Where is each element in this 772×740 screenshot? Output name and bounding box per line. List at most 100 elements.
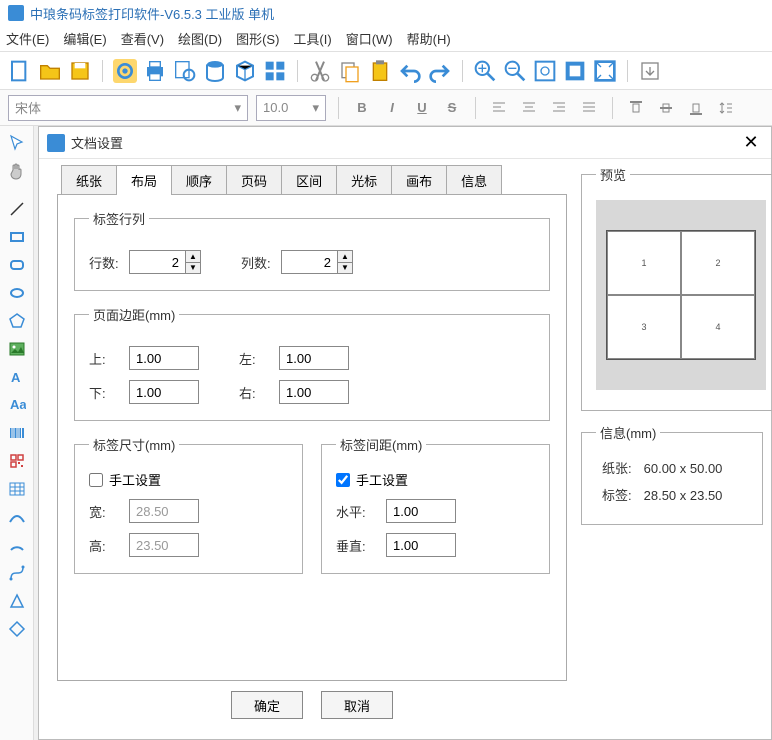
redo-icon[interactable] (428, 59, 452, 83)
valign-mid-icon[interactable] (655, 97, 677, 119)
tab-page[interactable]: 页码 (226, 165, 282, 195)
copy-icon[interactable] (338, 59, 362, 83)
table-tool-icon[interactable] (4, 476, 30, 502)
menu-draw[interactable]: 绘图(D) (178, 29, 222, 48)
gap-manual-checkbox[interactable] (336, 473, 350, 487)
diamond-tool-icon[interactable] (4, 616, 30, 642)
tab-cursor[interactable]: 光标 (336, 165, 392, 195)
bezier-tool-icon[interactable] (4, 560, 30, 586)
cut-icon[interactable] (308, 59, 332, 83)
menu-tool[interactable]: 工具(I) (293, 29, 331, 48)
menu-edit[interactable]: 编辑(E) (63, 29, 106, 48)
menu-file[interactable]: 文件(E) (6, 29, 49, 48)
print-preview-icon[interactable] (173, 59, 197, 83)
height-input[interactable]: 23.50 (129, 533, 199, 557)
spin-up-icon[interactable]: ▲ (337, 250, 353, 262)
line-height-icon[interactable] (715, 97, 737, 119)
polygon-tool-icon[interactable] (4, 308, 30, 334)
doc-settings-icon[interactable] (113, 59, 137, 83)
main-toolbar (0, 52, 772, 90)
align-center-icon[interactable] (518, 97, 540, 119)
svg-text:Aa: Aa (10, 397, 26, 412)
close-icon[interactable]: ✕ (739, 131, 763, 155)
text-tool-icon[interactable]: A (4, 364, 30, 390)
tab-paper[interactable]: 纸张 (61, 165, 117, 195)
right-input[interactable]: 1.00 (279, 380, 349, 404)
new-doc-icon[interactable] (8, 59, 32, 83)
zoom-out-icon[interactable] (503, 59, 527, 83)
valign-bot-icon[interactable] (685, 97, 707, 119)
label-grid-legend: 标签行列 (89, 209, 149, 228)
cols-input[interactable] (281, 250, 337, 274)
width-input[interactable]: 28.50 (129, 499, 199, 523)
print-icon[interactable] (143, 59, 167, 83)
underline-icon[interactable]: U (411, 97, 433, 119)
hand-tool-icon[interactable] (4, 158, 30, 184)
zoom-fit-icon[interactable] (533, 59, 557, 83)
top-input[interactable]: 1.00 (129, 346, 199, 370)
bottom-input[interactable]: 1.00 (129, 380, 199, 404)
menu-window[interactable]: 窗口(W) (346, 29, 393, 48)
spin-down-icon[interactable]: ▼ (337, 262, 353, 275)
open-icon[interactable] (38, 59, 62, 83)
pointer-tool-icon[interactable] (4, 130, 30, 156)
menu-view[interactable]: 查看(V) (121, 29, 164, 48)
grid-icon[interactable] (263, 59, 287, 83)
ellipse-tool-icon[interactable] (4, 280, 30, 306)
roundrect-tool-icon[interactable] (4, 252, 30, 278)
vgap-label: 垂直: (336, 536, 376, 555)
spin-down-icon[interactable]: ▼ (185, 262, 201, 275)
dialog-title: 文档设置 (71, 133, 123, 152)
align-right-icon[interactable] (548, 97, 570, 119)
font-size: 10.0 (263, 100, 288, 115)
menu-shape[interactable]: 图形(S) (236, 29, 279, 48)
image-tool-icon[interactable] (4, 336, 30, 362)
bottom-label: 下: (89, 383, 119, 402)
align-justify-icon[interactable] (578, 97, 600, 119)
left-input[interactable]: 1.00 (279, 346, 349, 370)
rows-input[interactable] (129, 250, 185, 274)
valign-top-icon[interactable] (625, 97, 647, 119)
tab-canvas[interactable]: 画布 (391, 165, 447, 195)
cancel-button[interactable]: 取消 (321, 691, 393, 719)
spin-up-icon[interactable]: ▲ (185, 250, 201, 262)
bold-icon[interactable]: B (351, 97, 373, 119)
size-manual-checkbox[interactable] (89, 473, 103, 487)
tab-layout[interactable]: 布局 (116, 165, 172, 195)
paste-icon[interactable] (368, 59, 392, 83)
top-label: 上: (89, 349, 119, 368)
database-icon[interactable] (203, 59, 227, 83)
font-size-input[interactable]: 10.0 ▾ (256, 95, 326, 121)
barcode-tool-icon[interactable] (4, 420, 30, 446)
rows-spinner[interactable]: ▲▼ (129, 250, 201, 274)
export-icon[interactable] (638, 59, 662, 83)
cube-icon[interactable] (233, 59, 257, 83)
zoom-in-icon[interactable] (473, 59, 497, 83)
undo-icon[interactable] (398, 59, 422, 83)
tab-info[interactable]: 信息 (446, 165, 502, 195)
italic-icon[interactable]: I (381, 97, 403, 119)
align-left-icon[interactable] (488, 97, 510, 119)
hgap-input[interactable]: 1.00 (386, 499, 456, 523)
tab-order[interactable]: 顺序 (171, 165, 227, 195)
qrcode-tool-icon[interactable] (4, 448, 30, 474)
height-label: 高: (89, 536, 119, 555)
cols-spinner[interactable]: ▲▼ (281, 250, 353, 274)
strike-icon[interactable]: S (441, 97, 463, 119)
richtext-tool-icon[interactable]: Aa (4, 392, 30, 418)
arc-tool-icon[interactable] (4, 532, 30, 558)
triangle-tool-icon[interactable] (4, 588, 30, 614)
fit-page-icon[interactable] (593, 59, 617, 83)
line-tool-icon[interactable] (4, 196, 30, 222)
vgap-input[interactable]: 1.00 (386, 533, 456, 557)
tab-range[interactable]: 区间 (281, 165, 337, 195)
label-size-legend: 标签尺寸(mm) (89, 435, 179, 454)
save-icon[interactable] (68, 59, 92, 83)
fullscreen-icon[interactable] (563, 59, 587, 83)
rect-tool-icon[interactable] (4, 224, 30, 250)
app-icon (8, 5, 24, 21)
menu-help[interactable]: 帮助(H) (407, 29, 451, 48)
curve-tool-icon[interactable] (4, 504, 30, 530)
font-select[interactable]: 宋体 ▾ (8, 95, 248, 121)
ok-button[interactable]: 确定 (231, 691, 303, 719)
